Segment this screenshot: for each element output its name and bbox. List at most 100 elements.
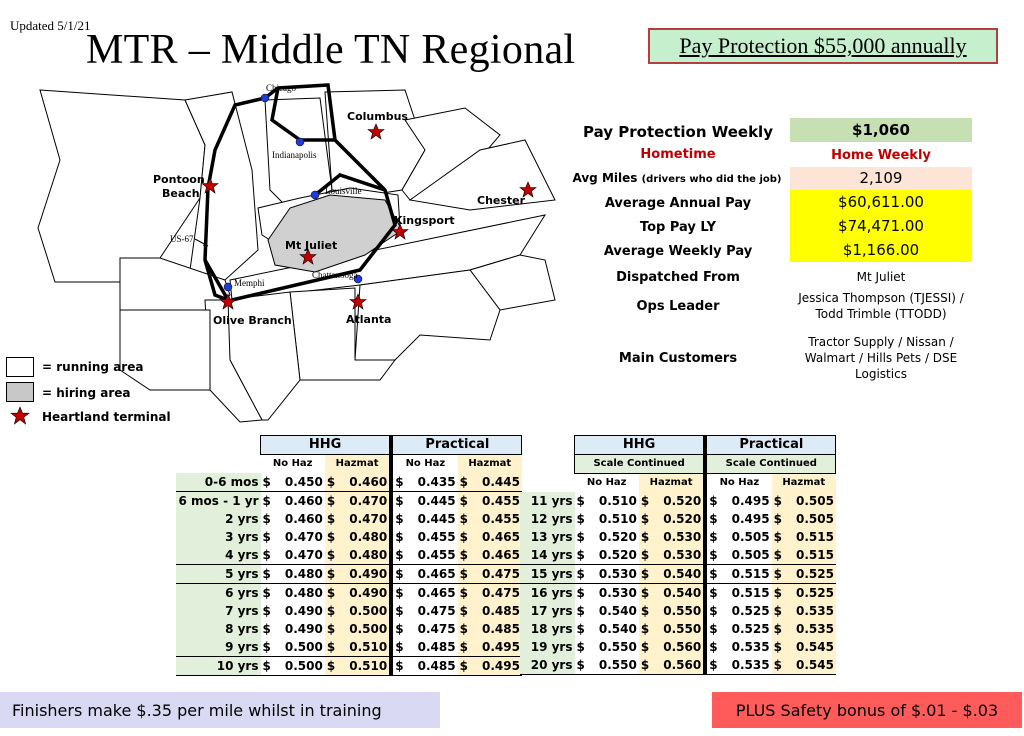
- currency-symbol: $: [389, 638, 406, 657]
- currency-symbol: $: [638, 638, 652, 656]
- terminal-label-pontoon: Pontoon: [153, 173, 205, 186]
- currency-symbol: $: [260, 546, 273, 565]
- rate-cell: 0.475: [405, 602, 458, 620]
- currency-symbol: $: [389, 656, 406, 676]
- row-tenure-label: 9 yrs: [176, 638, 261, 657]
- rate-cell: 0.485: [405, 656, 458, 676]
- rate-cell: 0.445: [405, 491, 458, 510]
- city-label-indianapolis: Indianapolis: [272, 150, 317, 160]
- table-row: 19 yrs $0.550 $0.560 $0.535 $0.545: [520, 638, 836, 656]
- rate-cell: 0.510: [337, 656, 392, 676]
- currency-symbol: $: [260, 473, 273, 492]
- legend-terminal-label: Heartland terminal: [42, 410, 171, 424]
- city-label-chattanooga: Chattanooga: [312, 270, 358, 280]
- row-tenure-label: 0-6 mos: [176, 473, 261, 492]
- rate-cell: 0.500: [272, 638, 325, 657]
- currency-symbol: $: [703, 528, 720, 546]
- rate-cell: 0.475: [405, 620, 458, 638]
- rate-cell: 0.500: [337, 602, 392, 620]
- currency-symbol: $: [457, 656, 470, 676]
- rate-cell: 0.500: [272, 656, 325, 676]
- avg-miles-label: Avg Miles: [572, 171, 638, 185]
- currency-symbol: $: [574, 620, 587, 638]
- table-row: 13 yrs $0.520 $0.530 $0.505 $0.515: [520, 528, 836, 546]
- currency-symbol: $: [703, 620, 720, 638]
- rate-cell: 0.525: [719, 602, 772, 620]
- rate-cell: 0.550: [651, 620, 706, 638]
- table-row: 0-6 mos $0.450 $0.460 $0.435 $0.445: [176, 473, 522, 492]
- rate-cell: 0.470: [337, 510, 392, 528]
- rate-cell: 0.545: [783, 638, 836, 656]
- currency-symbol: $: [771, 510, 784, 528]
- table-row: 20 yrs $0.550 $0.560 $0.535 $0.545: [520, 656, 836, 675]
- row-tenure-label: 13 yrs: [520, 528, 575, 546]
- currency-symbol: $: [457, 546, 470, 565]
- summary-value-hometime: Home Weekly: [831, 148, 931, 163]
- rate-cell: 0.500: [337, 620, 392, 638]
- summary-value-weekly-pay: $1,166.00: [790, 238, 972, 262]
- rate-cell: 0.540: [586, 620, 639, 638]
- currency-symbol: $: [457, 473, 470, 492]
- rate-cell: 0.525: [783, 564, 836, 584]
- rate-cell: 0.475: [469, 564, 522, 584]
- table-right-scale-continued: Scale Continued: [574, 454, 706, 474]
- table-row: 12 yrs $0.510 $0.520 $0.495 $0.505: [520, 510, 836, 528]
- currency-symbol: $: [389, 620, 406, 638]
- rate-cell: 0.480: [272, 564, 325, 584]
- currency-symbol: $: [703, 546, 720, 565]
- currency-symbol: $: [457, 620, 470, 638]
- city-label-memphis: Memphi: [234, 278, 265, 288]
- rate-cell: 0.435: [405, 473, 458, 492]
- pay-scale-table-right: HHG Practical Scale Continued Scale Cont…: [520, 435, 837, 675]
- row-tenure-label: 4 yrs: [176, 546, 261, 565]
- rate-cell: 0.560: [651, 656, 706, 675]
- terminal-label-columbus: Columbus: [347, 110, 408, 123]
- summary-label-dispatched: Dispatched From: [616, 270, 740, 285]
- currency-symbol: $: [389, 546, 406, 565]
- rate-cell: 0.515: [783, 546, 836, 565]
- currency-symbol: $: [324, 583, 338, 602]
- rate-cell: 0.460: [272, 510, 325, 528]
- currency-symbol: $: [771, 492, 784, 510]
- row-tenure-label: 3 yrs: [176, 528, 261, 546]
- currency-symbol: $: [324, 491, 338, 510]
- table-row: 7 yrs $0.490 $0.500 $0.475 $0.485: [176, 602, 522, 620]
- rate-cell: 0.520: [651, 510, 706, 528]
- currency-symbol: $: [771, 638, 784, 656]
- rate-cell: 0.510: [337, 638, 392, 657]
- currency-symbol: $: [324, 473, 338, 492]
- currency-symbol: $: [703, 492, 720, 510]
- terminal-label-olive-branch: Olive Branch: [213, 314, 292, 327]
- currency-symbol: $: [574, 583, 587, 602]
- row-tenure-label: 19 yrs: [520, 638, 575, 656]
- rate-cell: 0.550: [586, 656, 639, 675]
- rate-cell: 0.525: [783, 583, 836, 602]
- currency-symbol: $: [703, 602, 720, 620]
- currency-symbol: $: [260, 620, 273, 638]
- currency-symbol: $: [638, 620, 652, 638]
- currency-symbol: $: [457, 510, 470, 528]
- rate-cell: 0.530: [586, 564, 639, 584]
- rate-cell: 0.550: [586, 638, 639, 656]
- rate-cell: 0.470: [272, 546, 325, 565]
- currency-symbol: $: [771, 564, 784, 584]
- currency-symbol: $: [389, 491, 406, 510]
- pay-scale-table-left: HHG Practical No Haz Hazmat No Haz Hazma…: [176, 435, 523, 676]
- rate-cell: 0.455: [469, 491, 522, 510]
- currency-symbol: $: [389, 510, 406, 528]
- currency-symbol: $: [771, 656, 784, 675]
- rate-cell: 0.490: [337, 564, 392, 584]
- rate-cell: 0.540: [586, 602, 639, 620]
- table-row: 15 yrs $0.530 $0.540 $0.515 $0.525: [520, 564, 836, 584]
- rate-cell: 0.515: [783, 528, 836, 546]
- row-tenure-label: 11 yrs: [520, 492, 575, 510]
- summary-value-dispatched: Mt Juliet: [856, 270, 906, 284]
- currency-symbol: $: [324, 656, 338, 676]
- currency-symbol: $: [771, 620, 784, 638]
- table-row: 17 yrs $0.540 $0.550 $0.525 $0.535: [520, 602, 836, 620]
- rate-cell: 0.530: [586, 583, 639, 602]
- row-tenure-label: 10 yrs: [176, 656, 261, 676]
- currency-symbol: $: [260, 656, 273, 676]
- terminal-label-mt-juliet: Mt Juliet: [285, 239, 337, 252]
- rate-cell: 0.485: [469, 602, 522, 620]
